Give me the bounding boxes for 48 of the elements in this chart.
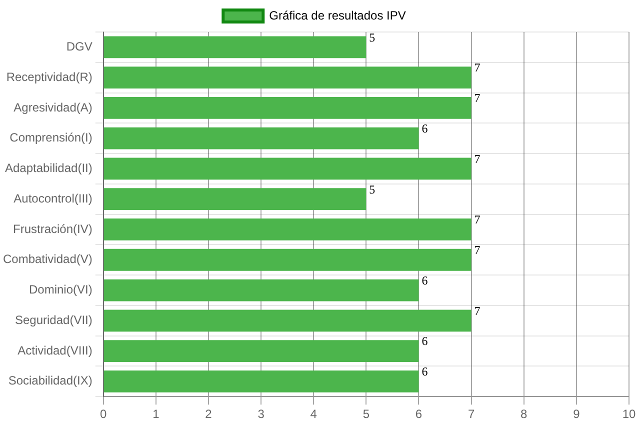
y-tick-label: Frustración(IV)	[13, 222, 92, 236]
x-tick-label: 7	[468, 407, 475, 422]
data-label: 7	[474, 60, 480, 75]
data-label: 7	[474, 304, 480, 318]
bar	[104, 97, 472, 119]
bar	[104, 36, 366, 58]
x-tick-label: 0	[100, 407, 108, 422]
y-tick-label: Sociabilidad(IX)	[8, 374, 92, 388]
bar	[104, 158, 472, 180]
y-tick-label: Autocontrol(III)	[14, 191, 92, 206]
data-label: 7	[474, 212, 480, 227]
data-label: 6	[422, 273, 428, 288]
data-label: 6	[422, 334, 428, 348]
bar	[104, 310, 472, 332]
y-tick-label: Agresividad(A)	[14, 100, 92, 114]
data-label: 7	[474, 152, 480, 166]
y-tick-label: Dominio(VI)	[29, 282, 92, 297]
y-tick-label: Receptividad(R)	[6, 70, 92, 84]
y-tick-label: Adaptabilidad(II)	[4, 161, 92, 176]
bar	[104, 127, 419, 150]
bar	[104, 370, 419, 392]
y-tick-label: Comprensión(I)	[10, 130, 92, 145]
data-label: 7	[474, 243, 480, 258]
data-label: 5	[369, 30, 376, 44]
bar	[104, 218, 472, 240]
data-label: 5	[369, 182, 376, 196]
y-tick-label: Combatividad(V)	[2, 252, 92, 266]
x-tick-label: 6	[415, 407, 422, 422]
x-tick-label: 2	[205, 407, 212, 422]
bar	[104, 279, 419, 302]
x-tick-label: 8	[520, 407, 528, 422]
x-tick-label: 5	[362, 407, 370, 422]
data-label: 6	[422, 122, 428, 136]
x-tick-label: 10	[622, 407, 636, 422]
x-tick-label: 4	[310, 407, 318, 422]
legend-label: Gráfica de resultados IPV	[269, 8, 406, 22]
x-tick-label: 9	[573, 407, 580, 422]
y-tick-label: DGV	[66, 40, 92, 54]
x-tick-label: 3	[258, 407, 265, 422]
y-tick-label: Actividad(VIII)	[18, 343, 92, 358]
bar	[104, 248, 472, 271]
data-label: 7	[474, 91, 480, 106]
bar	[104, 66, 472, 89]
data-label: 6	[422, 364, 428, 379]
bar	[104, 340, 419, 362]
bar	[104, 188, 366, 210]
x-tick-label: 1	[152, 407, 160, 422]
y-tick-label: Seguridad(VII)	[14, 312, 92, 327]
